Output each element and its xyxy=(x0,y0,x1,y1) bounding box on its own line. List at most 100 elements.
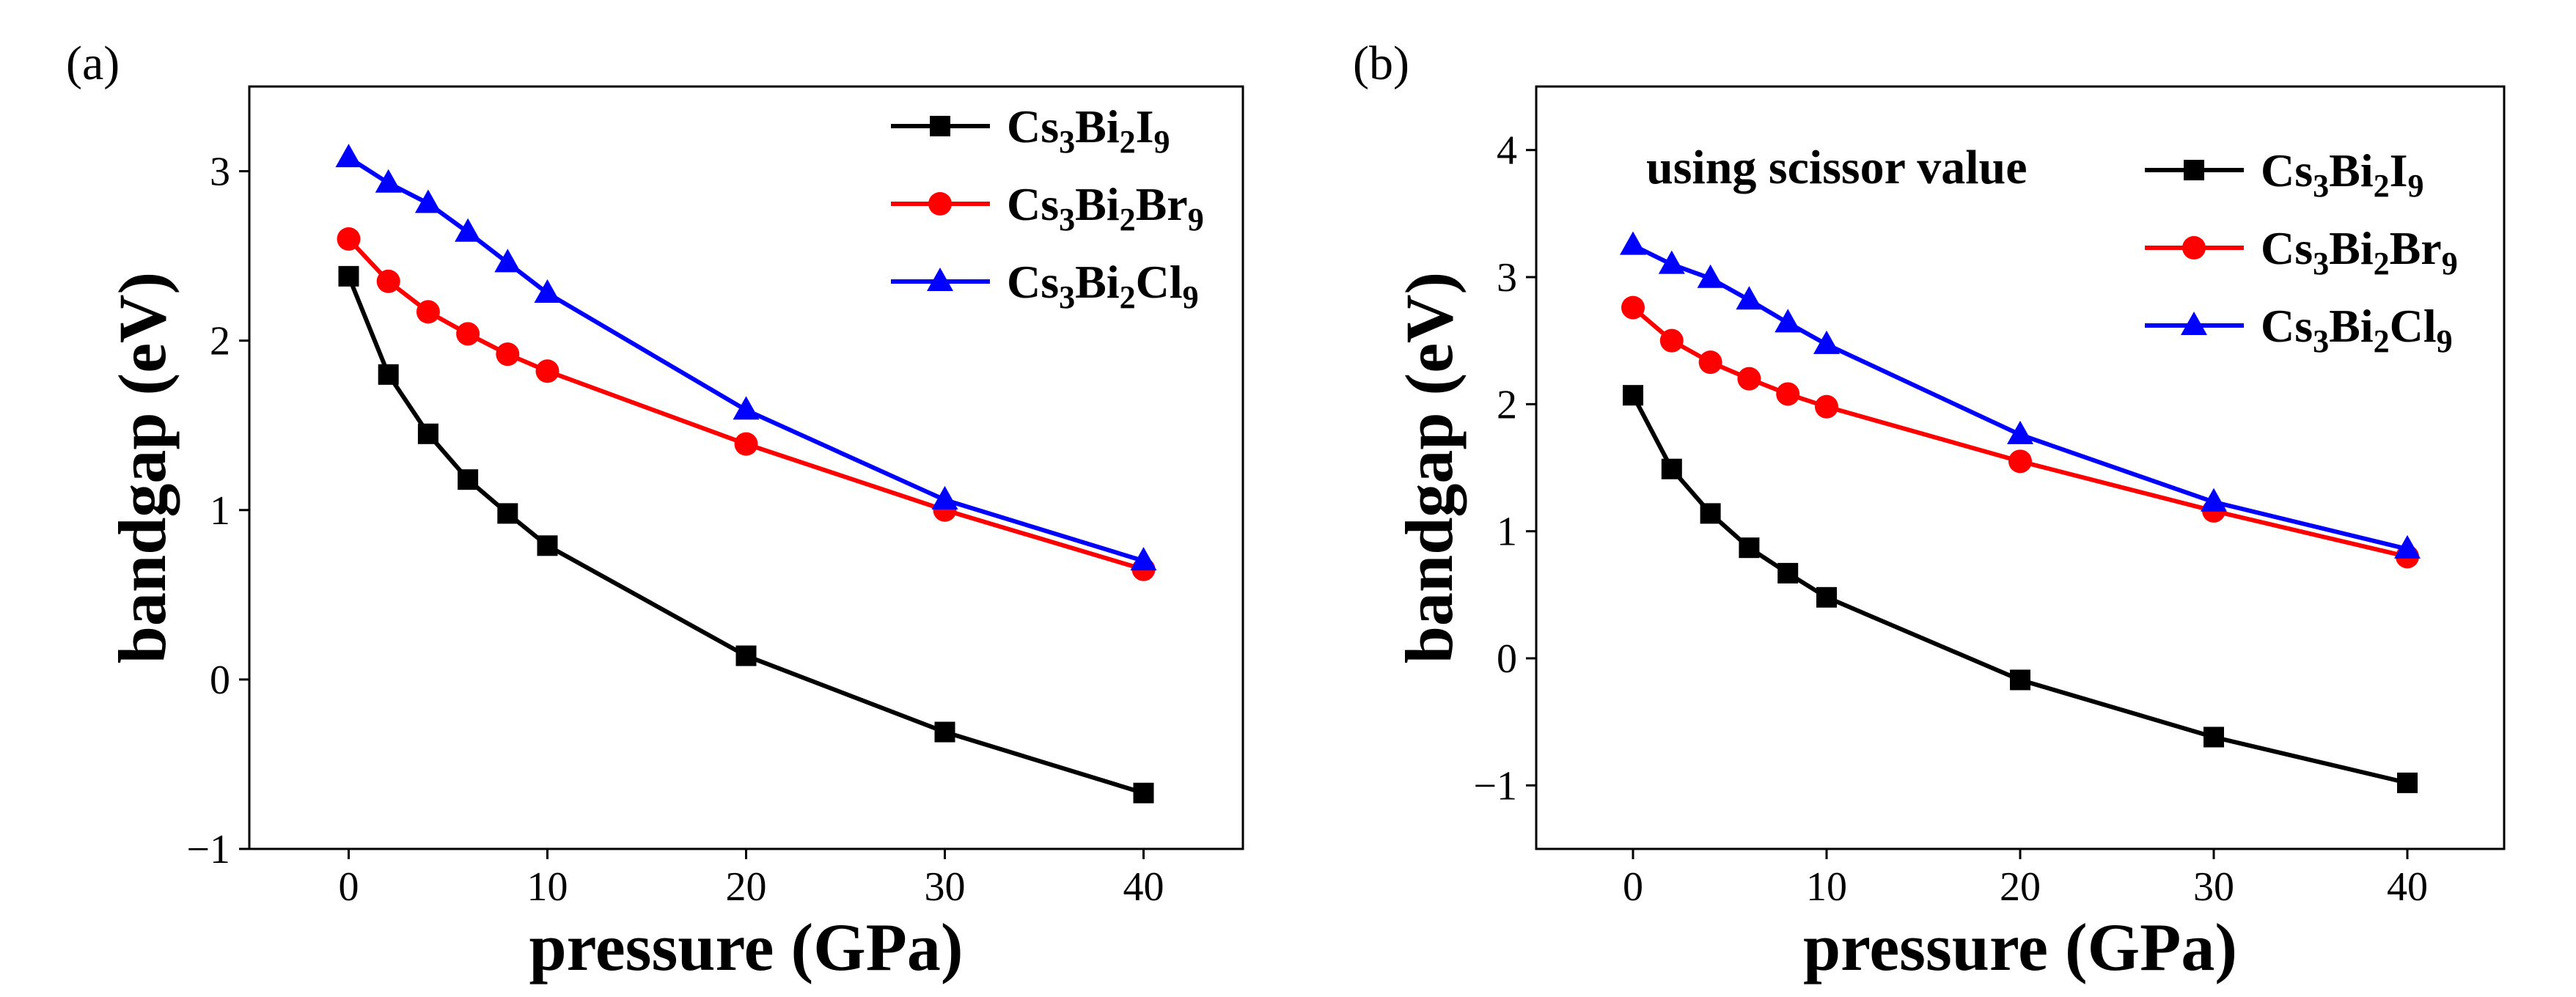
legend-item: Cs3Bi2Cl9 xyxy=(2145,300,2453,359)
data-point xyxy=(494,249,521,273)
x-tick-label: 0 xyxy=(1623,864,1643,910)
y-tick-label: −1 xyxy=(1473,763,1517,809)
y-tick-label: 0 xyxy=(1497,636,1517,682)
data-point xyxy=(535,359,559,383)
data-point xyxy=(1775,309,1802,333)
x-axis-title: pressure (GPa) xyxy=(529,910,964,985)
data-point xyxy=(733,396,760,420)
x-tick-label: 20 xyxy=(726,864,767,910)
data-point xyxy=(1776,382,1800,406)
annotation-text: using scissor value xyxy=(1646,141,2028,194)
data-point xyxy=(497,503,518,524)
legend-label: Cs3Bi2I9 xyxy=(1007,100,1170,160)
y-tick-label: 4 xyxy=(1497,128,1517,174)
legend-label: Cs3Bi2Br9 xyxy=(1007,178,1204,238)
x-tick-label: 40 xyxy=(1123,864,1164,910)
series-Cs3Bi2Br9 xyxy=(1621,295,2419,569)
data-point xyxy=(375,169,402,193)
data-point xyxy=(455,218,482,242)
data-point xyxy=(417,423,438,444)
y-tick-label: 3 xyxy=(1497,255,1517,301)
legend-marker xyxy=(927,268,953,291)
data-point xyxy=(456,322,480,346)
y-tick-label: 1 xyxy=(210,488,230,534)
y-axis-title: bandgap (eV) xyxy=(105,272,180,663)
x-tick-label: 20 xyxy=(2000,864,2041,910)
y-tick-label: 0 xyxy=(210,658,230,703)
y-axis-title: bandgap (eV) xyxy=(1392,272,1467,663)
panel-label: (b) xyxy=(1353,37,1409,90)
data-point xyxy=(1659,328,1684,353)
data-point xyxy=(414,189,441,213)
series-Cs3Bi2Br9 xyxy=(337,227,1156,581)
legend-marker xyxy=(2184,160,2204,180)
legend-marker xyxy=(928,192,952,216)
y-tick-label: −1 xyxy=(186,827,230,872)
data-point xyxy=(735,645,757,666)
data-point xyxy=(934,721,955,743)
data-point xyxy=(537,535,558,556)
data-point xyxy=(1133,782,1154,803)
panel-a: (a) 0 10 20 30 40 −1 0 1 2 3 pressure (GPa) bandgap … xyxy=(66,37,1244,985)
y-tick-label: 1 xyxy=(1497,509,1517,555)
legend-item: Cs3Bi2Br9 xyxy=(2145,222,2458,282)
legend-item: Cs3Bi2I9 xyxy=(891,100,1170,160)
data-point xyxy=(2007,420,2033,444)
data-point xyxy=(1736,286,1763,310)
legend: Cs3Bi2I9 Cs3Bi2Br9 Cs3Bi2Cl9 xyxy=(2145,144,2458,359)
data-point xyxy=(1698,350,1722,375)
x-tick-label: 40 xyxy=(2387,864,2428,910)
data-point xyxy=(2010,669,2030,691)
data-point xyxy=(2394,534,2421,559)
data-point xyxy=(931,485,958,509)
legend-label: Cs3Bi2I9 xyxy=(2261,144,2424,204)
data-point xyxy=(496,342,520,367)
data-point xyxy=(734,432,758,456)
x-tick-label: 10 xyxy=(527,864,568,910)
legend-label: Cs3Bi2Cl9 xyxy=(2261,300,2453,359)
x-tick-label: 30 xyxy=(925,864,966,910)
series-Cs3Bi2I9 xyxy=(338,265,1154,803)
data-point xyxy=(1816,586,1837,608)
data-point xyxy=(1737,367,1761,391)
y-tick-label: 2 xyxy=(210,319,230,364)
y-tick-label: 2 xyxy=(1497,382,1517,427)
data-point xyxy=(458,469,479,490)
data-point xyxy=(338,265,359,287)
legend-item: Cs3Bi2I9 xyxy=(2145,144,2424,204)
series-Cs3Bi2Cl9 xyxy=(1620,231,2421,559)
x-axis-title: pressure (GPa) xyxy=(1803,910,2237,985)
panel-b: (b) 0 10 20 30 40 −1 0 1 2 3 4 pressure (GPa) bandgap… xyxy=(1353,37,2506,985)
legend-marker xyxy=(2181,312,2207,335)
data-point xyxy=(1661,458,1682,479)
data-point xyxy=(1700,503,1721,524)
data-point xyxy=(1777,562,1799,584)
data-point xyxy=(416,300,440,324)
legend-label: Cs3Bi2Cl9 xyxy=(1007,256,1199,315)
data-point xyxy=(1130,547,1157,571)
data-point xyxy=(1621,295,1645,320)
data-point xyxy=(335,144,362,168)
data-point xyxy=(337,227,361,251)
x-tick-label: 30 xyxy=(2193,864,2234,910)
data-point xyxy=(1623,385,1643,406)
data-point xyxy=(2203,726,2224,748)
legend-item: Cs3Bi2Cl9 xyxy=(891,256,1199,315)
legend-label: Cs3Bi2Br9 xyxy=(2261,222,2458,282)
data-point xyxy=(1739,537,1760,559)
x-tick-label: 0 xyxy=(339,864,359,910)
legend: Cs3Bi2I9 Cs3Bi2Br9 Cs3Bi2Cl9 xyxy=(891,100,1204,315)
data-point xyxy=(378,364,399,385)
data-point xyxy=(1658,250,1685,274)
x-tick-label: 10 xyxy=(1806,864,1847,910)
data-point xyxy=(1815,394,1838,419)
legend-marker xyxy=(930,116,950,136)
series-Cs3Bi2I9 xyxy=(1623,385,2418,793)
data-point xyxy=(376,269,400,293)
panel-label: (a) xyxy=(66,37,120,90)
data-point xyxy=(1697,264,1724,288)
data-point xyxy=(2397,772,2418,793)
data-point xyxy=(2008,449,2032,474)
data-point xyxy=(1813,330,1840,354)
y-tick-label: 3 xyxy=(210,150,230,195)
